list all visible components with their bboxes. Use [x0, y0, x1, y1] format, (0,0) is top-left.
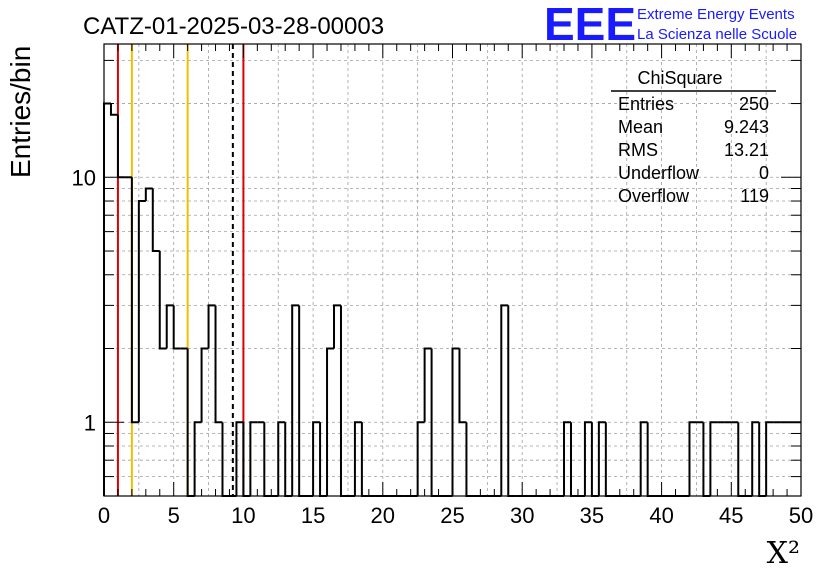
x-tick-label: 10	[231, 503, 255, 528]
x-tick-labels: 0 5 10 15 20 25 30 35 40 45 50	[98, 503, 813, 528]
histogram-bin	[193, 421, 202, 496]
stats-value: 119	[740, 186, 769, 206]
axis-ticks	[103, 44, 802, 496]
logo-line2: La Scienza nelle Scuole	[637, 26, 797, 43]
histogram-bin	[458, 348, 467, 424]
logo-line1: Extreme Energy Events	[637, 6, 795, 23]
histogram-bin	[277, 421, 286, 496]
histogram-bin	[765, 421, 774, 496]
x-tick-label: 50	[789, 503, 813, 528]
x-tick-label: 45	[719, 503, 743, 528]
x-tick-label: 5	[168, 503, 180, 528]
histogram-bin	[751, 421, 760, 496]
x-tick-label: 40	[649, 503, 673, 528]
x-tick-label: 20	[371, 503, 395, 528]
stats-label: Entries	[618, 94, 674, 114]
stats-value: 13.21	[724, 140, 769, 160]
eee-logo: EEE Extreme Energy Events La Scienza nel…	[544, 0, 797, 50]
histogram-bin	[416, 421, 425, 496]
histogram-bin	[298, 305, 307, 497]
histogram-bin	[144, 187, 153, 202]
histogram-bin	[158, 251, 167, 350]
stats-value: 250	[739, 94, 769, 114]
histogram-bin	[583, 421, 592, 496]
histogram-bin	[688, 421, 697, 496]
histogram-bin	[597, 421, 606, 496]
histogram-bin	[451, 347, 460, 496]
x-tick-label: 0	[98, 503, 110, 528]
histogram-bin	[214, 305, 223, 424]
y-axis-label: Entries/bin	[5, 46, 36, 178]
histogram-bin	[326, 347, 335, 496]
histogram-bin	[333, 304, 341, 349]
histogram-bin	[130, 177, 139, 424]
histogram-bin	[207, 304, 216, 349]
stats-label: Mean	[618, 117, 663, 137]
histogram-bin	[103, 102, 111, 496]
x-tick-label: 25	[440, 503, 464, 528]
x-tick-label: 15	[301, 503, 325, 528]
y-tick-label: 10	[72, 165, 96, 190]
x-tick-label: 30	[510, 503, 534, 528]
x-axis-label: X²	[767, 536, 800, 571]
logo-mark: EEE	[544, 0, 636, 50]
stats-value: 9.243	[724, 117, 769, 137]
histogram-bin	[172, 305, 181, 350]
histogram-bin	[639, 421, 648, 496]
histogram-bin	[200, 347, 209, 423]
histogram-bin	[709, 421, 718, 496]
y-tick-labels: 1 10	[72, 165, 96, 435]
histogram-bin	[109, 103, 118, 116]
histogram-bin	[291, 304, 300, 496]
stats-label: RMS	[618, 140, 658, 160]
histogram-bin	[137, 200, 146, 423]
x-tick-label: 35	[580, 503, 604, 528]
stats-rows: Entries 250 Mean 9.243 RMS 13.21 Underflow 0 Ove…	[618, 94, 769, 206]
histogram-bin	[116, 114, 125, 179]
histogram-bin	[500, 304, 509, 496]
stats-box: ChiSquare Entries 250 Mean 9.243 RMS 13.21 Und…	[611, 68, 776, 206]
histogram-bin	[563, 421, 571, 496]
histogram-bin	[507, 305, 516, 497]
histogram-bin	[151, 188, 160, 253]
histogram-bin	[339, 305, 348, 497]
histogram-bin	[423, 347, 432, 423]
histogram-bin	[235, 421, 244, 496]
stats-value: 0	[759, 163, 769, 183]
reference-lines	[116, 44, 245, 496]
histogram-bin	[249, 421, 258, 496]
histogram-bin	[165, 304, 174, 349]
y-tick-label: 1	[84, 410, 96, 435]
stats-label: Underflow	[618, 163, 700, 183]
stats-title: ChiSquare	[637, 68, 722, 88]
histogram-bin	[353, 421, 362, 496]
stats-label: Overflow	[618, 186, 690, 206]
histogram-bin	[312, 421, 321, 496]
chart-title: CATZ-01-2025-03-28-00003	[83, 13, 384, 40]
